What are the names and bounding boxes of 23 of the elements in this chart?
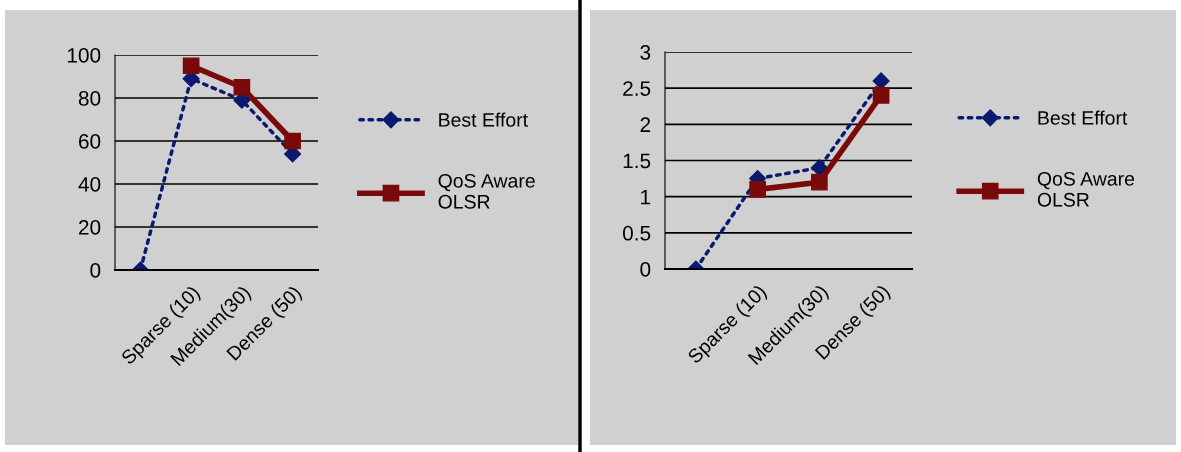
legend-label: Best Effort	[1038, 110, 1128, 125]
y-tick-label: 60	[79, 134, 101, 149]
y-tick-label: 3	[640, 45, 651, 60]
point	[182, 57, 200, 75]
y-tick-label: 2.5	[623, 81, 651, 96]
y-tick-label: 80	[78, 91, 101, 106]
y-tick-label: 1.5	[623, 153, 651, 169]
point	[749, 181, 766, 198]
point	[872, 87, 890, 104]
point	[284, 132, 301, 150]
y-tick-label: 100	[67, 48, 101, 63]
legend-label: QoS Aware OLSR	[1037, 171, 1135, 207]
y-tick-label: 0	[640, 262, 651, 277]
legend-label: QoS Aware OLSR	[438, 173, 535, 209]
point	[811, 173, 828, 191]
legend-label: Best Effort	[439, 112, 528, 127]
y-tick-label: 2	[640, 117, 651, 132]
y-tick-label: 0.5	[622, 225, 651, 241]
y-tick-label: 0	[90, 263, 101, 278]
y-tick-label: 1	[641, 189, 651, 205]
y-tick-label: 40	[78, 177, 101, 192]
point	[233, 78, 251, 96]
y-tick-label: 20	[78, 220, 101, 235]
